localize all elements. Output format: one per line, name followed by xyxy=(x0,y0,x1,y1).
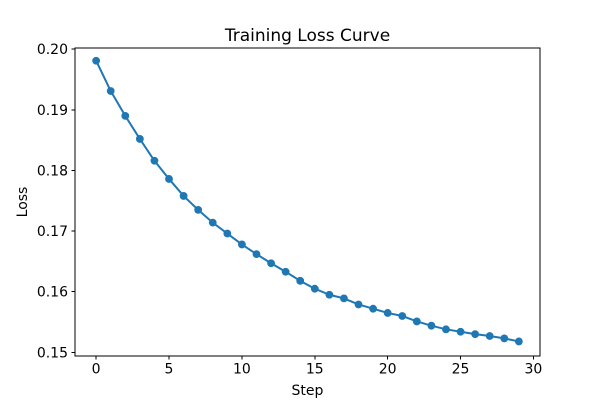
x-tick-label: 30 xyxy=(525,362,543,378)
plot-area: 0 5 10 15 20 25 30 0.15 0.16 0.17 0.18 0.19 0.20 xyxy=(37,42,543,377)
data-point-marker xyxy=(223,229,232,238)
data-point-marker xyxy=(194,205,203,214)
data-point-marker xyxy=(325,290,334,299)
data-point-marker xyxy=(310,284,319,293)
x-tick-label: 0 xyxy=(92,362,101,378)
y-tick-label: 0.17 xyxy=(37,224,68,240)
data-point-marker xyxy=(281,267,290,276)
data-point-marker xyxy=(412,317,421,326)
data-point-marker xyxy=(267,259,275,268)
data-point-marker xyxy=(165,175,173,183)
data-point-marker xyxy=(252,250,261,259)
y-tick-label: 0.16 xyxy=(37,285,68,301)
data-point-marker xyxy=(442,325,450,334)
data-point-marker xyxy=(427,321,436,330)
data-point-marker xyxy=(150,156,159,165)
y-axis-label: Loss xyxy=(15,187,31,218)
data-point-marker xyxy=(92,56,101,65)
x-axis-label: Step xyxy=(292,383,324,399)
data-point-marker xyxy=(340,294,348,303)
data-point-marker xyxy=(383,309,392,317)
y-tick-label: 0.20 xyxy=(37,42,68,58)
data-point-marker xyxy=(121,112,130,120)
x-tick-label: 10 xyxy=(233,362,251,378)
data-point-marker xyxy=(500,334,509,343)
data-point-marker xyxy=(238,240,246,249)
data-point-marker xyxy=(514,337,523,346)
data-point-marker xyxy=(179,192,188,200)
x-tick-label: 15 xyxy=(306,362,324,378)
data-point-marker xyxy=(369,304,377,313)
y-tick-label: 0.18 xyxy=(37,163,68,179)
data-point-marker xyxy=(354,300,363,309)
data-point-marker xyxy=(106,87,115,95)
y-tick-label: 0.19 xyxy=(37,103,68,119)
y-tick-label: 0.15 xyxy=(37,345,68,361)
data-point-marker xyxy=(296,276,305,285)
axes-spines xyxy=(74,47,541,357)
data-point-marker xyxy=(471,330,480,339)
x-tick-label: 5 xyxy=(165,362,174,378)
data-point-marker xyxy=(456,327,465,336)
x-tick-label: 20 xyxy=(379,362,397,378)
data-point-marker xyxy=(398,312,407,320)
x-tick-label: 25 xyxy=(452,362,470,378)
chart-title: Training Loss Curve xyxy=(224,26,390,46)
loss-line xyxy=(95,59,520,343)
data-point-marker xyxy=(135,135,144,143)
data-point-marker xyxy=(208,218,217,227)
data-point-marker xyxy=(485,332,494,340)
